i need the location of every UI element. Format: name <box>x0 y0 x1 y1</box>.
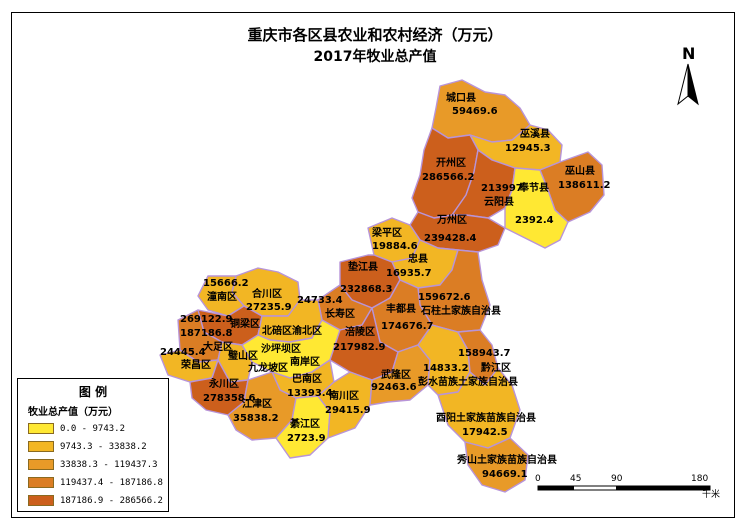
legend-label: 119437.4 - 187186.8 <box>60 478 163 488</box>
label-tongnan: 潼南区 <box>207 292 237 303</box>
scale-tick-45: 45 <box>570 474 582 484</box>
value-jiangjin: 35838.2 <box>233 413 279 424</box>
label-yunyang: 云阳县 <box>484 197 514 208</box>
legend-label: 0.0 - 9743.2 <box>60 424 126 434</box>
value-kaizhou: 286566.2 <box>422 172 475 183</box>
scale-tick-0: 0 <box>535 474 541 484</box>
legend-swatch <box>28 459 54 470</box>
label-yubei: 渝北区 <box>292 326 322 337</box>
legend-title: 图 例 <box>78 385 108 399</box>
value-fengdu: 174676.7 <box>381 321 434 332</box>
label-fuling: 涪陵区 <box>345 327 375 338</box>
value-shizhu: 159672.6 <box>418 292 471 303</box>
value-wulong: 92463.6 <box>371 382 417 393</box>
north-label: N <box>682 44 696 63</box>
legend-label: 187186.9 - 286566.2 <box>60 496 163 506</box>
value-pengshui: 14833.2 <box>423 363 469 374</box>
label-qijiang: 綦江区 <box>290 419 320 430</box>
label-liangping: 梁平区 <box>372 228 402 239</box>
label-shapingba: 沙坪坝区 <box>261 344 301 355</box>
value-zhong: 16935.7 <box>386 268 432 279</box>
label-fengjie: 奉节县 <box>519 183 549 194</box>
value-dazu: 187186.8 <box>180 328 233 339</box>
legend-swatch <box>28 441 54 452</box>
label-kaizhou: 开州区 <box>436 158 466 169</box>
label-pengshui: 彭水苗族土家族自治县 <box>418 377 518 388</box>
legend-swatch <box>28 423 54 434</box>
label-changshou: 长寿区 <box>325 309 355 320</box>
label-wulong: 武隆区 <box>381 370 411 381</box>
region-xiushan <box>464 437 529 493</box>
legend-swatch <box>28 495 54 506</box>
value-liangping: 19884.6 <box>372 241 418 252</box>
label-tongliang: 铜梁区 <box>230 319 260 330</box>
legend: 图 例 牧业总产值（万元） 0.0 - 9743.2 9743.3 - 3383… <box>17 378 169 512</box>
label-jiulongpo: 九龙坡区 <box>248 363 288 374</box>
label-nanan: 南岸区 <box>290 357 320 368</box>
legend-swatch <box>28 477 54 488</box>
scale-unit: 千米 <box>702 490 721 500</box>
label-rongchang: 荣昌区 <box>181 360 211 371</box>
label-beibei: 北碚区 <box>262 326 292 337</box>
value-yongchuan: 278358.6 <box>203 393 256 404</box>
label-dazu: 大足区 <box>203 342 233 353</box>
label-youyang: 酉阳土家族苗族自治县 <box>436 413 536 424</box>
map-title: 重庆市各区县农业和农村经济（万元） <box>247 26 503 44</box>
legend-label: 9743.3 - 33838.2 <box>60 442 147 452</box>
label-yongchuan: 永川区 <box>209 379 239 390</box>
label-qianjiang: 黔江区 <box>481 363 511 374</box>
label-fengdu: 丰都县 <box>386 304 416 315</box>
label-wanzhou: 万州区 <box>437 215 467 226</box>
scale-tick-180: 180 <box>691 474 709 484</box>
value-banan: 13393.4 <box>287 388 333 399</box>
value-wanzhou: 239428.4 <box>424 233 477 244</box>
value-beibei: 24733.4 <box>297 295 343 306</box>
map-subtitle: 2017年牧业总产值 <box>313 49 437 65</box>
value-qijiang: 2723.9 <box>287 433 326 444</box>
value-qianjiang: 158943.7 <box>458 348 511 359</box>
label-zhong: 忠县 <box>408 254 428 265</box>
value-youyang: 17942.5 <box>462 427 508 438</box>
label-wushan: 巫山县 <box>565 166 595 177</box>
value-tongliang: 269122.9 <box>180 314 233 325</box>
value-nanchuan: 29415.9 <box>325 405 371 416</box>
label-bishan: 璧山区 <box>228 351 258 362</box>
north-arrow-icon: N <box>670 44 710 114</box>
label-hechuan: 合川区 <box>252 289 282 300</box>
label-nanchuan: 南川区 <box>329 391 359 402</box>
map-border <box>11 12 735 518</box>
label-wuxi: 巫溪县 <box>520 129 550 140</box>
value-dianjiang: 232868.3 <box>340 284 393 295</box>
label-jiangjin: 江津区 <box>242 399 272 410</box>
value-fuling: 217982.9 <box>333 342 386 353</box>
legend-label: 33838.3 - 119437.3 <box>60 460 158 470</box>
value-wushan: 138611.2 <box>558 180 611 191</box>
scale-bar: 0 45 90 180 千米 <box>530 472 730 502</box>
scale-tick-90: 90 <box>611 474 623 484</box>
label-xiushan: 秀山土家族苗族自治县 <box>457 455 557 466</box>
region-youyang <box>437 367 521 449</box>
value-yunyang: 213997 <box>481 183 523 194</box>
label-chengkou: 城口县 <box>446 93 476 104</box>
value-chengkou: 59469.6 <box>452 106 498 117</box>
value-xiushan: 94669.1 <box>482 469 528 480</box>
value-wuxi: 12945.3 <box>505 143 551 154</box>
value-hechuan: 27235.9 <box>246 302 292 313</box>
legend-subtitle: 牧业总产值（万元） <box>28 407 118 418</box>
value-rongchang: 24445.4 <box>160 347 206 358</box>
label-shizhu: 石柱土家族自治县 <box>421 306 501 317</box>
label-banan: 巴南区 <box>292 374 322 385</box>
value-tongnan: 15666.2 <box>203 278 249 289</box>
value-fengjie: 2392.4 <box>515 215 554 226</box>
region-fengjie <box>504 167 569 249</box>
label-dianjiang: 垫江县 <box>348 262 378 273</box>
